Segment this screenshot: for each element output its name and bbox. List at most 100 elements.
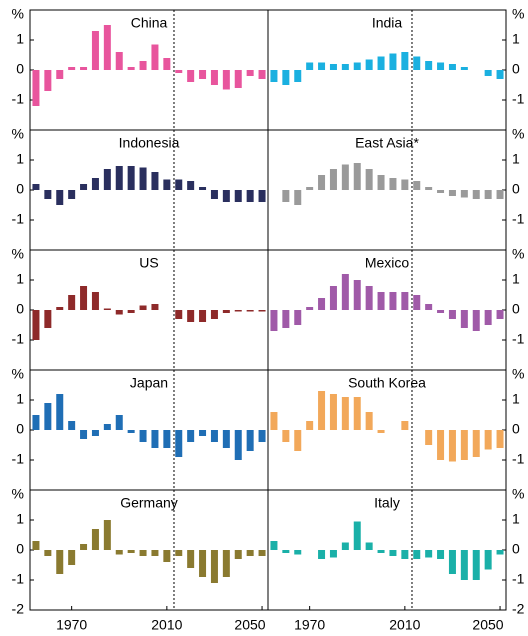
x-tick-label: 2010: [389, 617, 420, 633]
y-tick-label: %: [512, 486, 524, 502]
bar: [365, 412, 373, 430]
bar: [80, 184, 88, 190]
bar: [389, 292, 397, 310]
bar: [68, 295, 76, 310]
bar: [163, 58, 171, 70]
bar: [139, 550, 147, 556]
bar: [306, 307, 314, 310]
y-tick-label: %: [12, 486, 24, 502]
y-tick-label: 1: [16, 391, 24, 407]
bar: [68, 550, 76, 565]
bar: [44, 403, 52, 430]
y-tick-label: %: [12, 246, 24, 262]
bar: [246, 190, 254, 202]
bar: [484, 430, 492, 450]
bar: [151, 44, 159, 70]
bar: [496, 550, 504, 555]
bar: [115, 52, 123, 70]
y-tick-label: -1: [512, 91, 525, 107]
bar: [294, 310, 302, 325]
bar: [91, 292, 99, 310]
bar: [413, 295, 421, 310]
bar: [44, 550, 52, 556]
bar: [210, 430, 218, 442]
bar: [163, 179, 171, 190]
bar: [199, 70, 207, 79]
y-tick-label: 0: [512, 541, 520, 557]
bar: [127, 67, 135, 70]
y-tick-label: %: [512, 6, 524, 22]
bar: [187, 430, 195, 442]
bar: [496, 430, 504, 448]
bar: [199, 187, 207, 190]
panel-title: India: [372, 15, 403, 31]
bar: [80, 67, 88, 70]
y-tick-label: -1: [12, 91, 25, 107]
bar: [437, 62, 445, 70]
bar: [222, 310, 230, 313]
y-tick-label: 1: [512, 151, 520, 167]
panel-title: US: [139, 255, 158, 271]
x-tick-label: 1970: [294, 617, 325, 633]
y-tick-label: -1: [12, 331, 25, 347]
bar: [115, 415, 123, 430]
bar: [282, 190, 290, 202]
bar: [437, 430, 445, 460]
y-tick-label: %: [512, 126, 524, 142]
bar: [91, 178, 99, 190]
bar: [103, 424, 111, 430]
bar: [389, 178, 397, 190]
bar: [103, 25, 111, 70]
bar: [484, 190, 492, 199]
bar: [341, 64, 349, 70]
bar: [68, 67, 76, 70]
bar: [91, 430, 99, 436]
y-tick-label: 0: [512, 301, 520, 317]
bar: [246, 310, 254, 312]
bar: [472, 550, 480, 580]
bar: [448, 430, 456, 462]
bar: [127, 550, 135, 553]
bar: [365, 286, 373, 310]
x-tick-label: 2010: [151, 617, 182, 633]
bar: [187, 181, 195, 190]
bar: [234, 430, 242, 460]
bar: [56, 70, 64, 79]
y-tick-label: 1: [16, 31, 24, 47]
y-tick-label: %: [12, 6, 24, 22]
y-tick-label: %: [512, 366, 524, 382]
bar: [437, 550, 445, 559]
bar: [175, 70, 183, 73]
bar: [258, 430, 266, 442]
bar: [103, 520, 111, 550]
bar: [80, 430, 88, 439]
bar: [341, 164, 349, 190]
panel-title: South Korea: [348, 375, 426, 391]
y-tick-label: %: [512, 246, 524, 262]
bar: [32, 70, 40, 106]
bar: [234, 70, 242, 88]
bar: [127, 166, 135, 190]
y-tick-label: -1: [512, 571, 525, 587]
bar: [425, 304, 433, 310]
bar: [210, 310, 218, 319]
x-tick-label: 1970: [56, 617, 87, 633]
bar: [270, 412, 278, 430]
bar: [210, 70, 218, 85]
bar: [437, 190, 445, 193]
bar: [460, 67, 468, 70]
bar: [270, 541, 278, 550]
bar: [270, 70, 278, 82]
bar: [175, 550, 183, 556]
bar: [199, 430, 207, 436]
bar: [460, 550, 468, 580]
bar: [187, 550, 195, 568]
bar: [365, 169, 373, 190]
bar: [44, 190, 52, 199]
bar: [306, 421, 314, 430]
y-tick-label: 0: [512, 61, 520, 77]
bar: [175, 430, 183, 457]
y-tick-label: 0: [16, 421, 24, 437]
panel-title: Germany: [120, 495, 178, 511]
